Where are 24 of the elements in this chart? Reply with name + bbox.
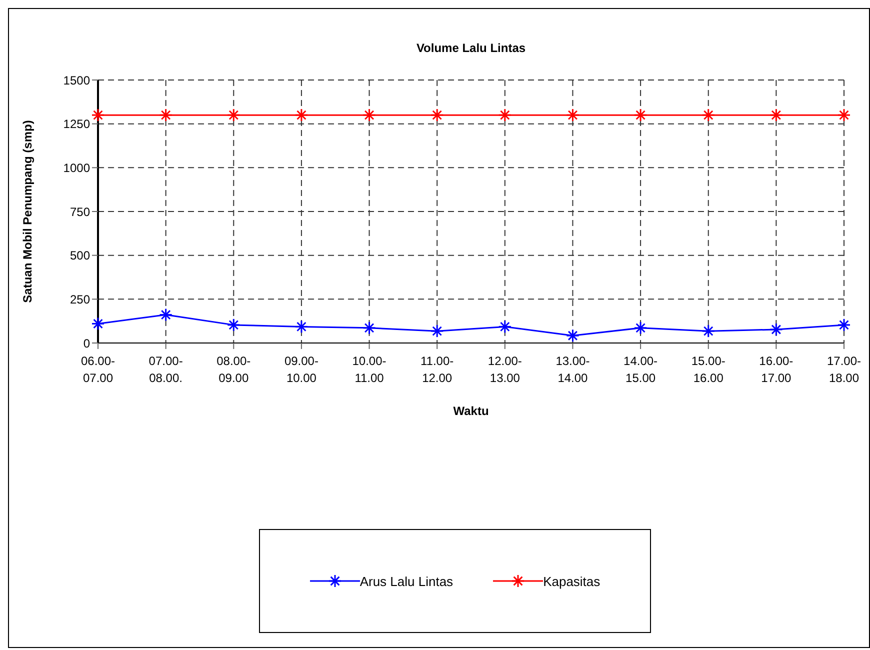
x-tick-label: 11.00-12.00 [420,354,454,385]
x-tick-label: 15.00-16.00 [691,354,726,385]
x-tick-label: 06.00-07.00 [80,354,116,385]
x-tick-label: 09.00-10.00 [284,354,318,385]
y-tick-label: 500 [70,248,90,263]
x-tick-label: 08.00-09.00 [216,354,251,385]
y-tick-label: 1500 [63,73,90,88]
legend-label: Kapasitas [543,574,600,588]
chart-title: Volume Lalu Lintas [415,41,527,55]
x-tick-label: 13.00-14.00 [556,354,590,385]
x-tick-label: 17.00-18.00 [826,354,862,385]
y-tick-label: 750 [70,204,90,219]
y-tick-label: 250 [70,292,90,306]
y-tick-label: 0 [83,336,90,350]
x-tick-label: 16.00-17.00 [759,354,794,385]
x-tick-label: 14.00-15.00 [624,354,658,385]
y-axis-title: Satuan Mobil Penumpang (smp) [20,120,34,303]
y-tick-label: 1250 [63,117,90,132]
x-tick-label: 12.00-13.00 [488,354,522,385]
legend-label: Arus Lalu Lintas [360,574,454,588]
x-tick-label: 10.00-11.00 [352,354,386,385]
x-axis-title: Waktu [453,404,489,418]
y-tick-label: 1000 [63,160,90,175]
x-tick-label: 07.00-08.00. [148,354,183,385]
